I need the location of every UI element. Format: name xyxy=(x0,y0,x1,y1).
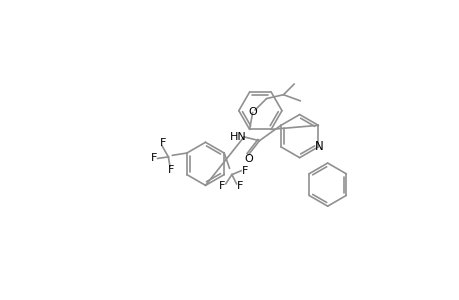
Text: F: F xyxy=(241,166,248,176)
Text: F: F xyxy=(237,181,243,191)
Text: F: F xyxy=(167,165,174,175)
Text: O: O xyxy=(248,107,257,117)
Text: O: O xyxy=(244,154,252,164)
Text: F: F xyxy=(150,153,157,164)
Text: F: F xyxy=(159,138,166,148)
Text: F: F xyxy=(218,181,224,191)
Text: HN: HN xyxy=(229,132,246,142)
Text: N: N xyxy=(314,140,323,153)
